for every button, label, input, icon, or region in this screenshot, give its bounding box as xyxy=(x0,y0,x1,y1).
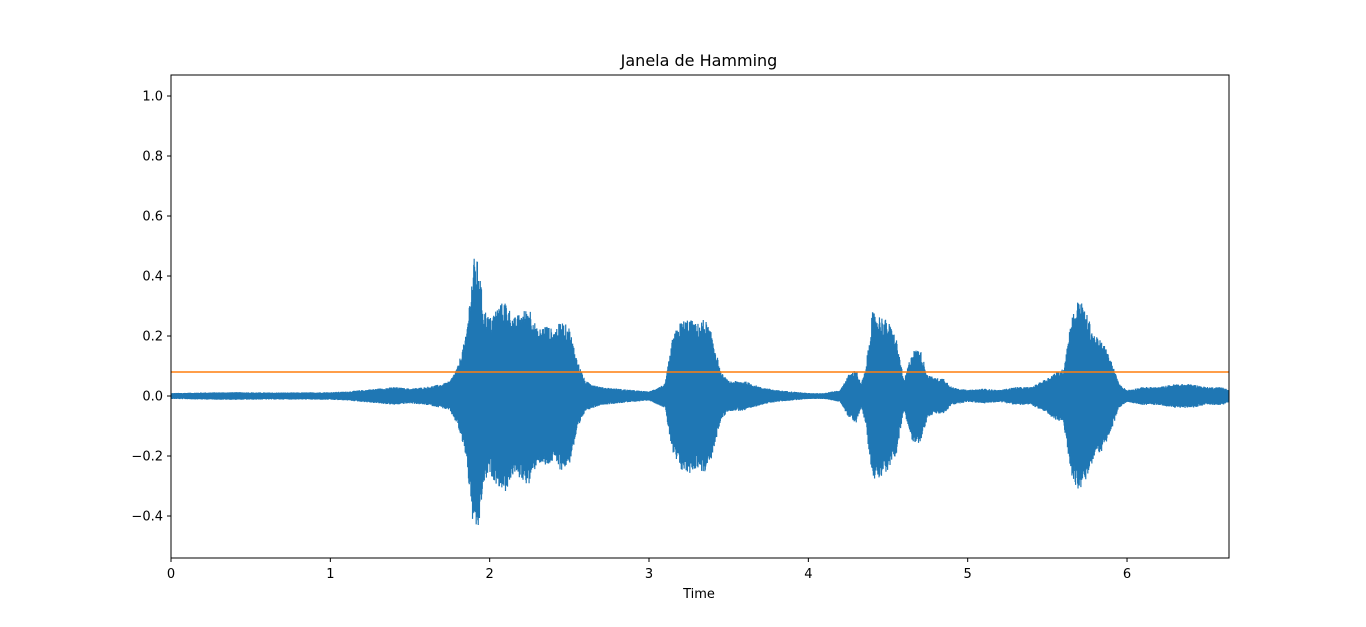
y-tick-label: 0.6 xyxy=(142,210,163,225)
waveform-series xyxy=(171,258,1229,526)
plot-area: 0 1 2 3 4 5 6 −0.4 −0.2 0.0 0.2 0.4 0.6 0.8 1.0 xyxy=(131,74,1230,582)
y-tick-label: 0.0 xyxy=(142,390,163,405)
x-tick-label: 4 xyxy=(804,567,812,582)
x-tick-label: 0 xyxy=(167,567,175,582)
chart-title: Janela de Hamming xyxy=(620,51,778,70)
y-tick-label: −0.2 xyxy=(131,450,163,465)
x-tick-label: 1 xyxy=(326,567,334,582)
y-tick-label: 0.2 xyxy=(142,330,163,345)
y-tick-label: 1.0 xyxy=(142,90,163,105)
x-tick-label: 3 xyxy=(645,567,653,582)
y-tick-label: 0.8 xyxy=(142,150,163,165)
y-tick-label: −0.4 xyxy=(131,510,163,525)
x-tick-label: 5 xyxy=(964,567,972,582)
x-tick-label: 6 xyxy=(1123,567,1131,582)
axes-frame xyxy=(170,74,1230,559)
y-tick-label: 0.4 xyxy=(142,270,163,285)
x-axis-label: Time xyxy=(682,587,715,602)
x-tick-label: 2 xyxy=(486,567,494,582)
